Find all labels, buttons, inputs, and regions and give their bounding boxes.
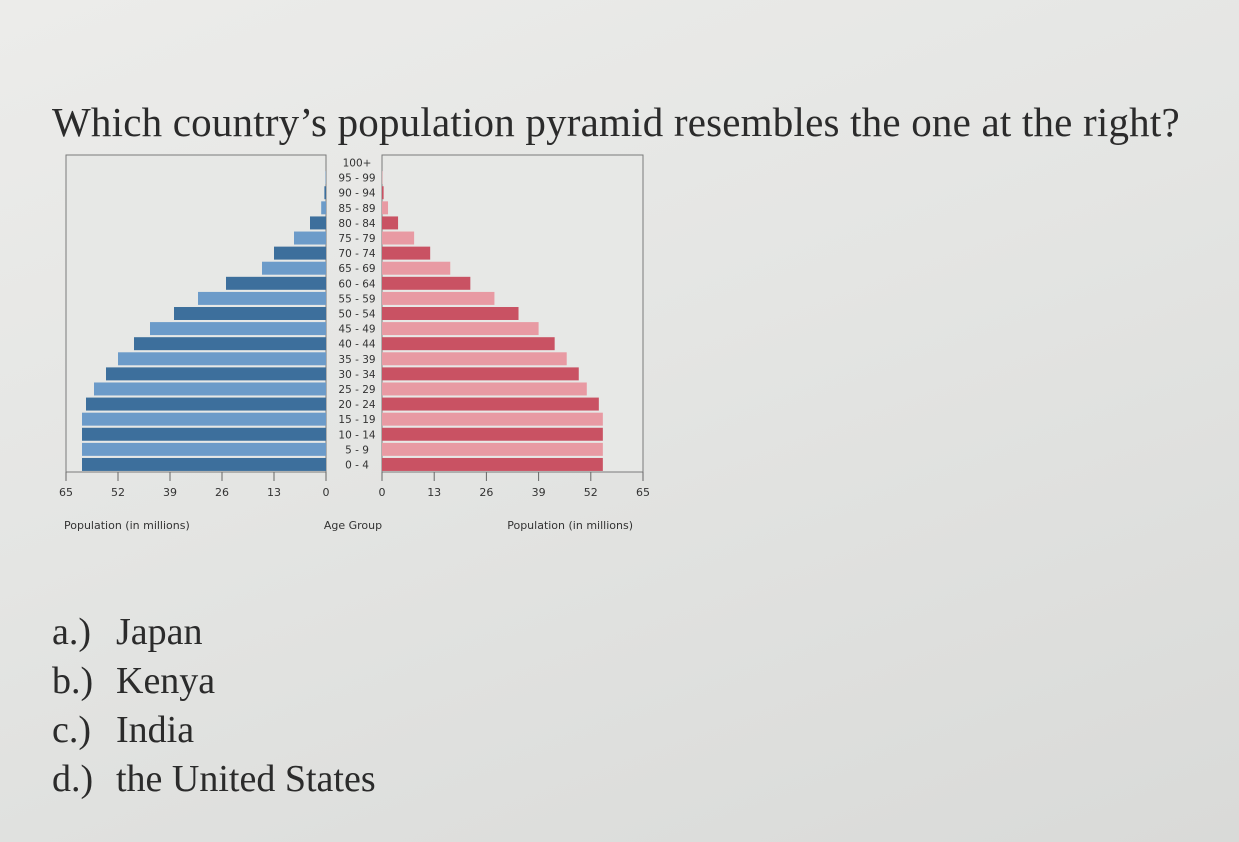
left-bar-9 [150,322,326,336]
age-label: 40 - 44 [338,339,376,351]
right-bar-11 [382,291,495,305]
option-d-text: the United States [116,758,376,800]
right-bar-16 [382,216,399,230]
right-bar-4 [382,397,599,411]
age-label: 10 - 14 [338,429,376,441]
left-bar-15 [294,231,326,245]
right-tick-label: 26 [479,486,493,499]
question-text: Which country’s population pyramid resem… [52,99,1180,145]
option-c-letter: c.) [52,709,92,751]
left-bar-1 [82,442,326,456]
age-label: 30 - 34 [338,369,376,381]
age-label: 35 - 39 [338,354,375,366]
left-bar-13 [262,261,326,275]
option-a[interactable]: a.) Japan [52,608,376,657]
age-label: 85 - 89 [338,203,375,215]
right-bar-17 [382,201,389,215]
left-bar-0 [82,457,326,471]
age-label: 80 - 84 [338,218,376,230]
right-bar-10 [382,307,519,320]
population-pyramid-chart: 0 - 4 5 - 9 10 - 14 15 - 19 20 - 24 25 - 29 30… [59,154,650,532]
left-bar-16 [310,216,326,230]
left-bar-5 [94,382,326,396]
right-bar-2 [382,427,603,441]
right-tick-label: 39 [532,486,546,499]
left-tick-label: 26 [215,486,229,499]
option-d[interactable]: d.) the United States [52,755,376,804]
option-b-letter: b.) [52,660,94,702]
age-label: 95 - 99 [338,173,375,185]
age-label: 50 - 54 [338,309,376,321]
left-bar-4 [86,397,326,411]
right-bar-0 [382,457,603,471]
left-bar-14 [274,246,326,260]
left-tick-label: 65 [59,486,73,499]
age-label: 20 - 24 [338,399,376,411]
left-bar-7 [118,352,326,366]
right-axis-title: Population (in millions) [507,519,633,532]
age-label: 25 - 29 [338,384,375,396]
left-axis-title: Population (in millions) [64,519,190,532]
age-label: 70 - 74 [338,248,376,260]
right-bar-9 [382,322,539,336]
left-bar-8 [134,337,326,351]
age-label: 75 - 79 [338,233,375,245]
left-tick-label: 13 [267,486,281,499]
left-bar-10 [174,307,326,320]
option-c-text: India [116,709,195,751]
right-bar-15 [382,231,415,245]
age-label: 65 - 69 [338,263,375,275]
left-bar-18 [324,186,326,200]
left-tick-label: 52 [111,486,125,499]
right-bar-13 [382,261,451,275]
right-bar-5 [382,382,587,396]
age-label: 45 - 49 [338,324,375,336]
right-tick-label: 52 [584,486,598,499]
age-label: 100+ [343,158,372,170]
right-bar-12 [382,276,471,290]
left-bar-11 [198,291,326,305]
age-label: 60 - 64 [338,278,376,290]
option-a-letter: a.) [52,611,92,653]
left-bar-2 [82,427,326,441]
left-bar-17 [321,201,326,215]
right-bar-8 [382,337,555,351]
right-tick-label: 65 [636,486,650,499]
right-bar-1 [382,442,603,456]
left-tick-label: 39 [163,486,177,499]
right-bar-7 [382,352,567,366]
right-bar-14 [382,246,431,260]
right-tick-label: 13 [427,486,441,499]
age-label: 90 - 94 [338,188,376,200]
option-b[interactable]: b.) Kenya [52,657,376,706]
right-bar-18 [382,186,384,200]
answer-options: a.) Japan b.) Kenya c.) India d.) the United… [52,608,376,804]
center-axis-title: Age Group [324,519,382,532]
age-label: 0 - 4 [345,459,369,471]
left-bar-12 [226,276,326,290]
option-b-text: Kenya [116,660,216,702]
option-c[interactable]: c.) India [52,706,376,755]
left-tick-label: 0 [323,486,330,499]
option-a-text: Japan [116,611,203,653]
left-bar-6 [106,367,326,381]
age-label: 55 - 59 [338,293,375,305]
age-label: 15 - 19 [338,414,375,426]
right-tick-label: 0 [379,486,386,499]
right-bar-6 [382,367,579,381]
age-label: 5 - 9 [345,444,369,456]
left-bar-3 [82,412,326,426]
option-d-letter: d.) [52,758,94,800]
right-bar-3 [382,412,603,426]
